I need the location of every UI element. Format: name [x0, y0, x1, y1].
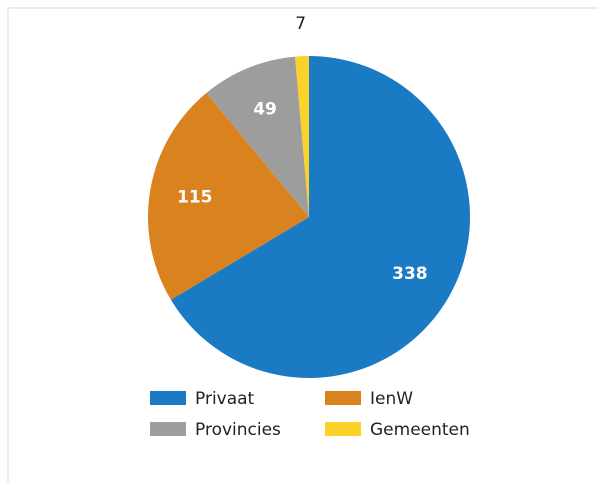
pie-slice [148, 92, 309, 300]
pie-slice [170, 56, 471, 378]
legend-swatch [150, 391, 186, 405]
legend-label: Provincies [195, 420, 281, 440]
legend-label: Privaat [195, 389, 255, 409]
pie-slice [206, 56, 309, 218]
frame [7, 7, 598, 483]
slice-label: 338 [392, 264, 428, 284]
legend-swatch [325, 391, 361, 405]
legend-swatch [325, 422, 361, 436]
legend-swatch [150, 422, 186, 436]
slice-label: 7 [295, 14, 306, 34]
slice-label: 115 [177, 187, 213, 207]
pie-slice [295, 56, 309, 217]
legend-label: Gemeenten [370, 420, 470, 440]
slice-label: 49 [253, 100, 277, 120]
legend-label: IenW [370, 389, 413, 409]
